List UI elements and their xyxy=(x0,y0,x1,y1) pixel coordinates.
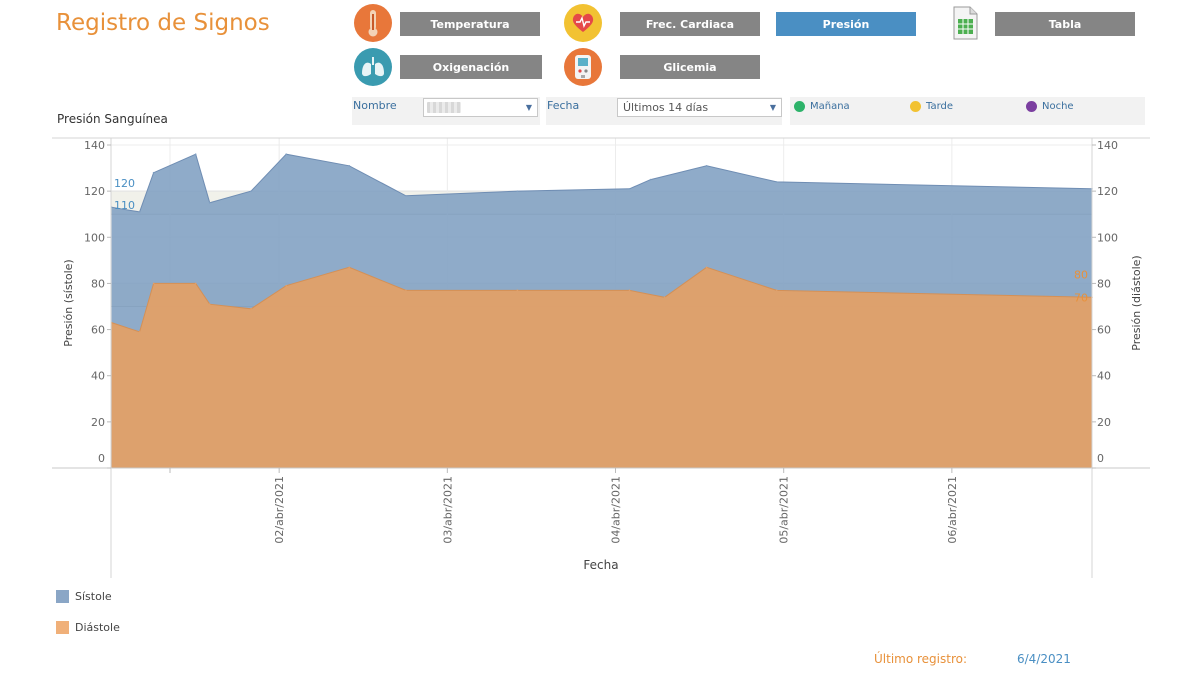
data-point xyxy=(705,164,708,167)
data-point xyxy=(208,201,211,204)
data-point xyxy=(628,289,631,292)
y-tick-label-left: 140 xyxy=(84,139,105,152)
data-point xyxy=(705,266,708,269)
fecha-dropdown[interactable]: Últimos 14 días ▼ xyxy=(617,98,782,117)
shift-manana[interactable]: Mañana xyxy=(794,101,850,112)
y-tick-label-left: 100 xyxy=(84,231,105,244)
legend-label: Diástole xyxy=(75,621,120,634)
legend-label: Sístole xyxy=(75,590,112,603)
moon-icon xyxy=(1026,101,1037,112)
y-tick-label-right: 0 xyxy=(1097,452,1104,465)
legend-swatch xyxy=(56,590,69,603)
tab-temperatura[interactable]: Temperatura xyxy=(400,12,540,36)
blood-pressure-chart: 0 0 20 20 40 40 60 60 80 80 100 100 120 120 140 140 120 1… xyxy=(52,137,1150,578)
chevron-down-icon: ▼ xyxy=(525,103,532,112)
data-point xyxy=(775,181,778,183)
data-point xyxy=(194,282,197,285)
chevron-down-icon: ▼ xyxy=(769,103,776,112)
data-point xyxy=(285,153,287,156)
data-point xyxy=(208,303,211,305)
data-point xyxy=(152,282,155,285)
legend-swatch xyxy=(56,621,69,634)
x-tick-label: 02/abr/2021 xyxy=(273,476,286,544)
data-point xyxy=(250,190,252,192)
data-point xyxy=(405,194,407,197)
y-tick-label-left: 60 xyxy=(91,324,105,337)
y-tick-label-right: 20 xyxy=(1097,416,1111,429)
app-title: Registro de Signos xyxy=(56,10,270,36)
y-tick-label-right: 80 xyxy=(1097,277,1111,290)
sun-icon xyxy=(910,101,921,112)
data-point xyxy=(663,296,666,299)
band-label-80: 80 xyxy=(1074,268,1088,281)
data-point xyxy=(348,266,351,269)
fecha-label: Fecha xyxy=(547,99,580,112)
shift-label: Noche xyxy=(1042,101,1074,112)
x-tick-label: 06/abr/2021 xyxy=(946,476,959,544)
tab-tabla[interactable]: Tabla xyxy=(995,12,1135,36)
data-point xyxy=(649,178,652,181)
glucometer-icon[interactable] xyxy=(564,48,602,86)
y-tick-label-right: 120 xyxy=(1097,185,1118,198)
band-label-120: 120 xyxy=(114,177,135,190)
shift-noche[interactable]: Noche xyxy=(1026,101,1074,112)
last-record-label: Último registro: xyxy=(874,652,968,666)
x-tick-label: 04/abr/2021 xyxy=(610,476,623,544)
turno-filter-panel xyxy=(790,97,1145,125)
tab-frec-cardiaca[interactable]: Frec. Cardiaca xyxy=(620,12,760,36)
x-tick-label: 05/abr/2021 xyxy=(778,476,791,544)
data-point xyxy=(152,171,155,174)
x-tick-label: 03/abr/2021 xyxy=(441,476,454,544)
y-tick-label-right: 40 xyxy=(1097,370,1111,383)
y-tick-label-right: 140 xyxy=(1097,139,1118,152)
y-tick-label-left: 120 xyxy=(84,185,105,198)
nombre-redacted xyxy=(427,102,461,113)
y-axis-title-right: Presión (diástole) xyxy=(1130,255,1143,350)
legend-sistole[interactable]: Sístole xyxy=(56,590,112,603)
legend-diastole[interactable]: Diástole xyxy=(56,621,120,634)
y-tick-label-left: 0 xyxy=(98,452,105,465)
tab-oxigenacion[interactable]: Oxigenación xyxy=(400,55,542,79)
x-axis-title: Fecha xyxy=(583,558,618,572)
area-diastole xyxy=(111,267,1093,468)
band-label-110: 110 xyxy=(114,199,135,212)
y-tick-label-left: 40 xyxy=(91,370,105,383)
data-point xyxy=(285,284,287,287)
spreadsheet-icon[interactable] xyxy=(946,4,984,42)
lungs-icon[interactable] xyxy=(354,48,392,86)
data-point xyxy=(348,164,351,167)
data-point xyxy=(516,289,519,292)
y-tick-label-left: 20 xyxy=(91,416,105,429)
data-point xyxy=(516,190,519,192)
heart-icon[interactable] xyxy=(564,4,602,42)
data-point xyxy=(775,289,778,292)
band-label-70: 70 xyxy=(1074,292,1088,305)
thermometer-icon[interactable] xyxy=(354,4,392,42)
tab-glicemia[interactable]: Glicemia xyxy=(620,55,760,79)
nombre-dropdown[interactable]: ▼ xyxy=(423,98,538,117)
shift-label: Tarde xyxy=(926,101,954,112)
data-point xyxy=(405,289,407,292)
data-point xyxy=(138,211,141,213)
data-point xyxy=(250,308,252,310)
morning-icon xyxy=(794,101,805,112)
y-tick-label-right: 60 xyxy=(1097,324,1111,337)
nombre-label: Nombre xyxy=(353,99,397,112)
data-point xyxy=(138,331,141,333)
shift-tarde[interactable]: Tarde xyxy=(910,101,953,112)
y-tick-label-left: 80 xyxy=(91,277,105,290)
data-point xyxy=(194,153,197,156)
last-record-value: 6/4/2021 xyxy=(1017,652,1071,666)
shift-label: Mañana xyxy=(810,101,850,112)
y-tick-label-right: 100 xyxy=(1097,231,1118,244)
chart-title: Presión Sanguínea xyxy=(57,112,168,126)
y-axis-title-left: Presión (sístole) xyxy=(62,259,75,346)
fecha-dropdown-value: Últimos 14 días xyxy=(623,101,709,114)
data-point xyxy=(628,188,631,190)
tab-presion[interactable]: Presión xyxy=(776,12,916,36)
